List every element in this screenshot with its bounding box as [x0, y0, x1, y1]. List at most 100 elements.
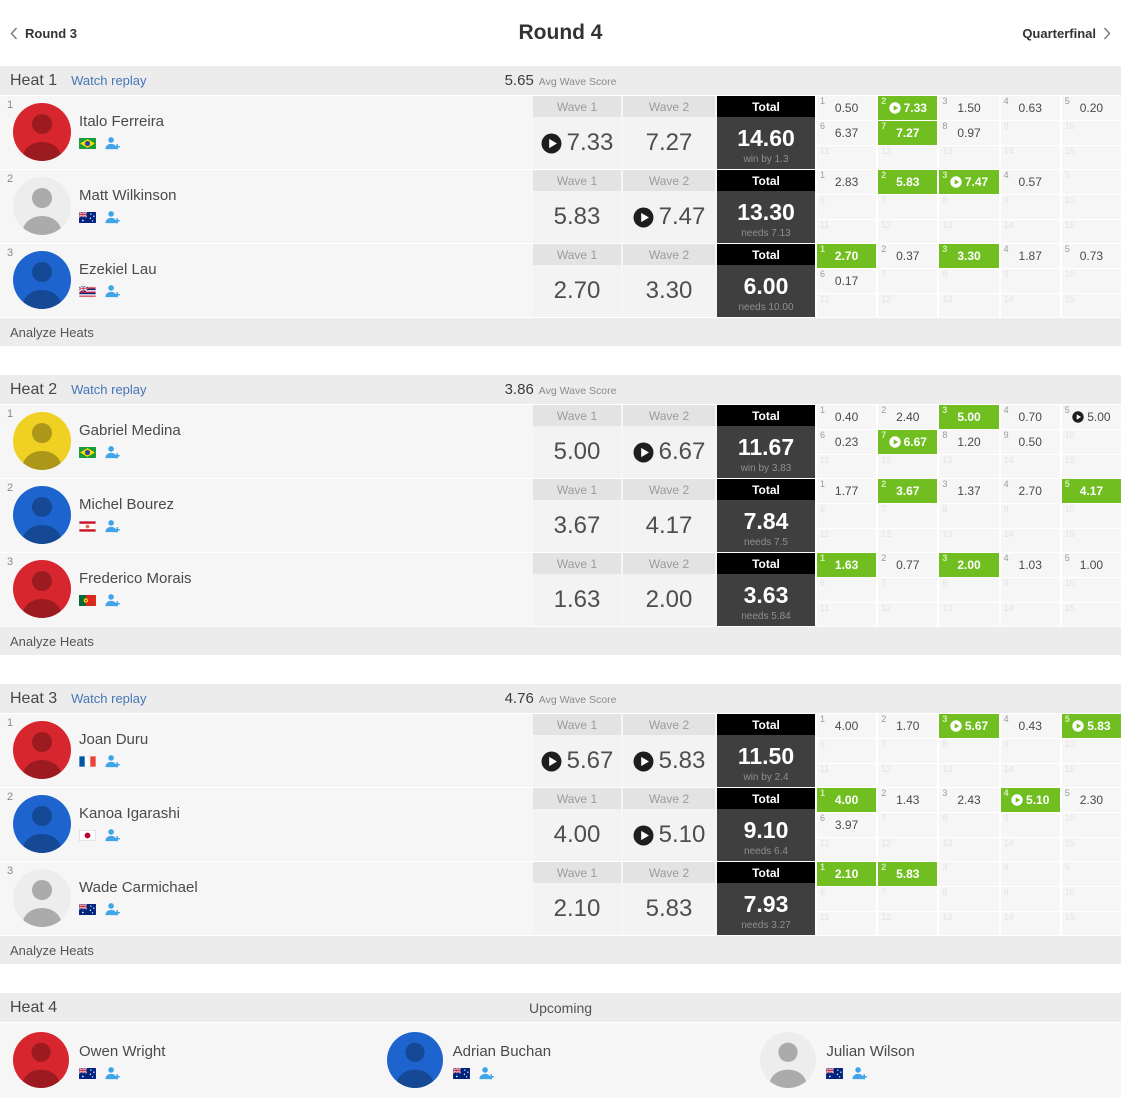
- wave-cell[interactable]: 7 6.67: [876, 429, 938, 454]
- play-icon[interactable]: [633, 751, 654, 772]
- surfer-identity: Italo Ferreira: [79, 113, 164, 151]
- surfer-name[interactable]: Michel Bourez: [79, 496, 175, 513]
- add-athlete-button[interactable]: [105, 593, 120, 608]
- wave-cell[interactable]: 3 7.47: [937, 170, 999, 195]
- surfer-info: 1 Gabriel Medina: [0, 405, 531, 478]
- surfer-name[interactable]: Joan Duru: [79, 731, 149, 748]
- avatar[interactable]: [13, 869, 71, 927]
- play-icon[interactable]: [1072, 411, 1084, 423]
- wave-cell: 12: [876, 453, 938, 478]
- wave-cell: 9 0.50: [998, 429, 1060, 454]
- cell-score: 0.23: [834, 434, 859, 449]
- nav-prev-round-button[interactable]: Round 3: [10, 0, 77, 66]
- cell-score: 0.40: [834, 410, 859, 425]
- wave-number: 3: [942, 96, 948, 106]
- watch-replay-link[interactable]: Watch replay: [71, 382, 147, 397]
- avatar[interactable]: [760, 1032, 817, 1088]
- avatar[interactable]: [13, 412, 71, 470]
- surfer-identity: Adrian Buchan: [452, 1043, 552, 1081]
- wave-cell[interactable]: 5 5.00: [1059, 405, 1121, 430]
- surfer-name[interactable]: Ezekiel Lau: [79, 261, 157, 278]
- surfer-row: 3 Frederico Morais Wave 1 1.63 Wave 2: [0, 553, 1121, 626]
- avatar[interactable]: [13, 795, 71, 853]
- surfer-name[interactable]: Julian Wilson: [826, 1043, 915, 1060]
- wave-cell: 5 0.20: [1059, 96, 1121, 121]
- surfer-row: 1 Gabriel Medina Wave 1 5.00 Wave 2: [0, 405, 1121, 478]
- surfer-name[interactable]: Italo Ferreira: [79, 113, 165, 130]
- wave-number: 14: [1003, 145, 1014, 156]
- wave-cell: 2 0.37: [876, 244, 937, 269]
- wave-cell: 6: [815, 738, 877, 763]
- play-icon[interactable]: [633, 442, 654, 463]
- play-icon[interactable]: [541, 751, 562, 772]
- add-athlete-button[interactable]: [105, 902, 120, 917]
- wave-cell[interactable]: 5 5.83: [1059, 714, 1121, 739]
- avatar[interactable]: [13, 1032, 69, 1088]
- heat-header: Heat 1 Watch replay 5.65 Avg Wave Score: [0, 66, 1121, 95]
- wave-number: 7: [881, 578, 887, 589]
- add-athlete-button[interactable]: [105, 1066, 120, 1081]
- wave2-header: Wave 2: [623, 714, 715, 735]
- add-athlete-button[interactable]: [105, 519, 120, 534]
- total-column: Total 13.30 needs 7.13: [717, 170, 815, 243]
- person-add-icon: [479, 1067, 494, 1080]
- add-athlete-button[interactable]: [479, 1066, 494, 1081]
- surfer-name[interactable]: Adrian Buchan: [452, 1043, 552, 1060]
- surfer-name[interactable]: Gabriel Medina: [79, 422, 181, 439]
- play-icon[interactable]: [888, 436, 901, 448]
- play-icon[interactable]: [950, 720, 962, 732]
- wave-cell: 9: [998, 812, 1060, 837]
- play-icon[interactable]: [888, 102, 901, 114]
- wave-cell: 3 3.30: [937, 244, 999, 269]
- add-athlete-button[interactable]: [105, 284, 120, 299]
- wave-number: 8: [942, 121, 948, 132]
- cell-score: 0.50: [1018, 434, 1042, 449]
- play-icon[interactable]: [1072, 720, 1084, 732]
- add-athlete-button[interactable]: [105, 210, 120, 225]
- wave-number: 13: [942, 763, 953, 774]
- avatar[interactable]: [13, 560, 71, 618]
- avatar[interactable]: [13, 251, 71, 309]
- surfer-name[interactable]: Wade Carmichael: [79, 879, 198, 896]
- surfer-name[interactable]: Frederico Morais: [79, 570, 192, 587]
- add-athlete-button[interactable]: [852, 1066, 868, 1081]
- analyze-heats-button[interactable]: Analyze Heats: [0, 936, 1121, 964]
- avatar[interactable]: [13, 721, 71, 779]
- person-silhouette-icon: [22, 732, 62, 779]
- total-body: 11.67 win by 3.83: [717, 426, 815, 478]
- wave-cell[interactable]: 2 7.33: [876, 96, 938, 121]
- play-icon[interactable]: [633, 825, 654, 846]
- analyze-heats-button[interactable]: Analyze Heats: [0, 627, 1121, 655]
- wave-cell: 4 1.03: [998, 553, 1060, 578]
- watch-replay-link[interactable]: Watch replay: [71, 73, 147, 88]
- upcoming-surfer: Adrian Buchan: [374, 1023, 748, 1098]
- play-icon[interactable]: [633, 207, 654, 228]
- avatar[interactable]: [13, 177, 71, 235]
- avatar[interactable]: [13, 486, 71, 544]
- wave-cell: 1 1.63: [815, 553, 877, 578]
- wave-cell[interactable]: 3 5.67: [937, 714, 999, 739]
- wave-number: 5: [1064, 479, 1070, 489]
- person-add-icon: [105, 829, 120, 842]
- surfer-name[interactable]: Owen Wright: [79, 1043, 166, 1060]
- wave-number: 6: [820, 578, 826, 589]
- add-athlete-button[interactable]: [105, 754, 120, 769]
- surfer-name[interactable]: Matt Wilkinson: [79, 187, 177, 204]
- wave-number: 11: [820, 454, 830, 465]
- add-athlete-button[interactable]: [105, 136, 120, 151]
- play-icon[interactable]: [541, 133, 562, 154]
- add-athlete-button[interactable]: [105, 828, 120, 843]
- wave-cell[interactable]: 4 5.10: [998, 788, 1060, 813]
- nav-next-round-button[interactable]: Quarterfinal: [1022, 0, 1111, 66]
- avatar[interactable]: [386, 1032, 443, 1088]
- analyze-heats-button[interactable]: Analyze Heats: [0, 318, 1121, 346]
- play-icon[interactable]: [950, 176, 962, 188]
- cell-score: 6.67: [903, 434, 927, 449]
- watch-replay-link[interactable]: Watch replay: [71, 691, 147, 706]
- avatar[interactable]: [13, 103, 71, 161]
- surfer-name[interactable]: Kanoa Igarashi: [79, 805, 180, 822]
- total-header: Total: [717, 714, 815, 735]
- play-icon[interactable]: [1011, 794, 1023, 806]
- add-athlete-button[interactable]: [105, 445, 120, 460]
- wave-grid: 1 4.00 2 1.43 3 2.43 4 5.10 5 2.30 6 3.9…: [815, 788, 1121, 861]
